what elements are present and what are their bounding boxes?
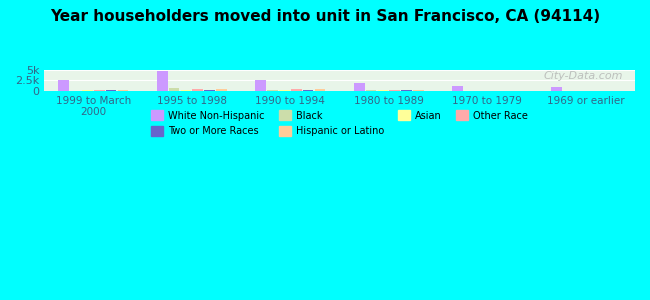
Text: Year householders moved into unit in San Francisco, CA (94114): Year householders moved into unit in San… (50, 9, 600, 24)
Bar (94, 90, 105, 91)
Bar (58, 80, 69, 91)
Bar (354, 83, 365, 91)
Bar (378, 90, 388, 91)
Bar (291, 89, 302, 91)
Bar (118, 90, 128, 91)
Bar (303, 90, 313, 91)
Bar (181, 90, 191, 91)
Bar (389, 90, 400, 91)
Bar (169, 88, 179, 91)
Bar (204, 90, 215, 91)
Bar (216, 89, 227, 91)
Bar (452, 86, 463, 91)
Bar (157, 71, 168, 91)
Bar (106, 90, 116, 91)
Text: City-Data.com: City-Data.com (543, 70, 623, 81)
Bar (551, 87, 562, 91)
Bar (192, 89, 203, 91)
Bar (413, 90, 424, 91)
Bar (279, 90, 290, 91)
Bar (315, 89, 325, 91)
Bar (366, 90, 376, 91)
Legend: White Non-Hispanic, Two or More Races, Black, Hispanic or Latino, Asian, Other R: White Non-Hispanic, Two or More Races, B… (148, 106, 532, 140)
Bar (255, 80, 266, 91)
Bar (267, 90, 278, 91)
Bar (401, 90, 412, 91)
Bar (82, 90, 93, 91)
